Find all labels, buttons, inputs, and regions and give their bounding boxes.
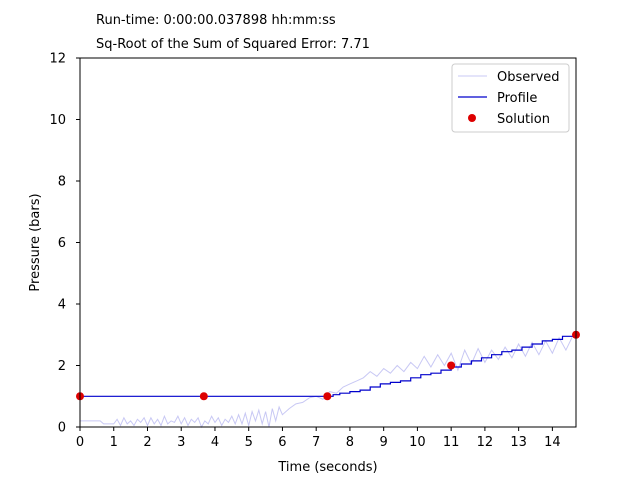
x-tick-label: 13 [510, 435, 527, 450]
legend-solution-swatch [468, 114, 476, 122]
solution-point [199, 392, 208, 401]
x-tick-label: 1 [110, 435, 118, 450]
y-tick-label: 0 [58, 421, 66, 436]
x-tick-label: 12 [477, 435, 494, 450]
solution-point [323, 392, 332, 401]
error-text: Sq-Root of the Sum of Squared Error: 7.7… [96, 37, 370, 52]
legend-box [451, 63, 570, 133]
legend-solution-label: Solution [497, 112, 550, 127]
y-tick-label: 10 [49, 113, 66, 128]
solution-point [447, 361, 456, 370]
x-tick-label: 3 [177, 435, 185, 450]
x-tick-label: 14 [544, 435, 561, 450]
profile-series-line [80, 334, 577, 397]
y-axis-label: Pressure (bars) [28, 193, 43, 291]
y-tick-label: 6 [58, 236, 66, 251]
x-tick-label: 10 [409, 435, 426, 450]
legend-profile-label: Profile [497, 91, 537, 106]
x-tick-label: 6 [278, 435, 286, 450]
y-tick-label: 2 [58, 359, 66, 374]
x-tick-label: 0 [76, 435, 84, 450]
x-tick-label: 11 [443, 435, 460, 450]
legend-observed-label: Observed [497, 70, 560, 85]
y-tick-label: 8 [58, 175, 66, 190]
y-tick-label: 12 [49, 52, 66, 67]
runtime-text: Run-time: 0:00:00.037898 hh:mm:ss [96, 13, 336, 28]
plot-frame [79, 57, 577, 428]
x-tick-label: 5 [245, 435, 253, 450]
series-layer [76, 330, 580, 429]
observed-series-line [80, 334, 577, 429]
x-tick-label: 7 [312, 435, 320, 450]
x-tick-label: 9 [380, 435, 388, 450]
x-axis-label: Time (seconds) [277, 460, 377, 475]
x-tick-label: 2 [143, 435, 151, 450]
y-tick-label: 4 [58, 298, 66, 313]
x-tick-label: 8 [346, 435, 354, 450]
x-tick-label: 4 [211, 435, 219, 450]
legend: Observed Profile Solution [451, 63, 570, 133]
